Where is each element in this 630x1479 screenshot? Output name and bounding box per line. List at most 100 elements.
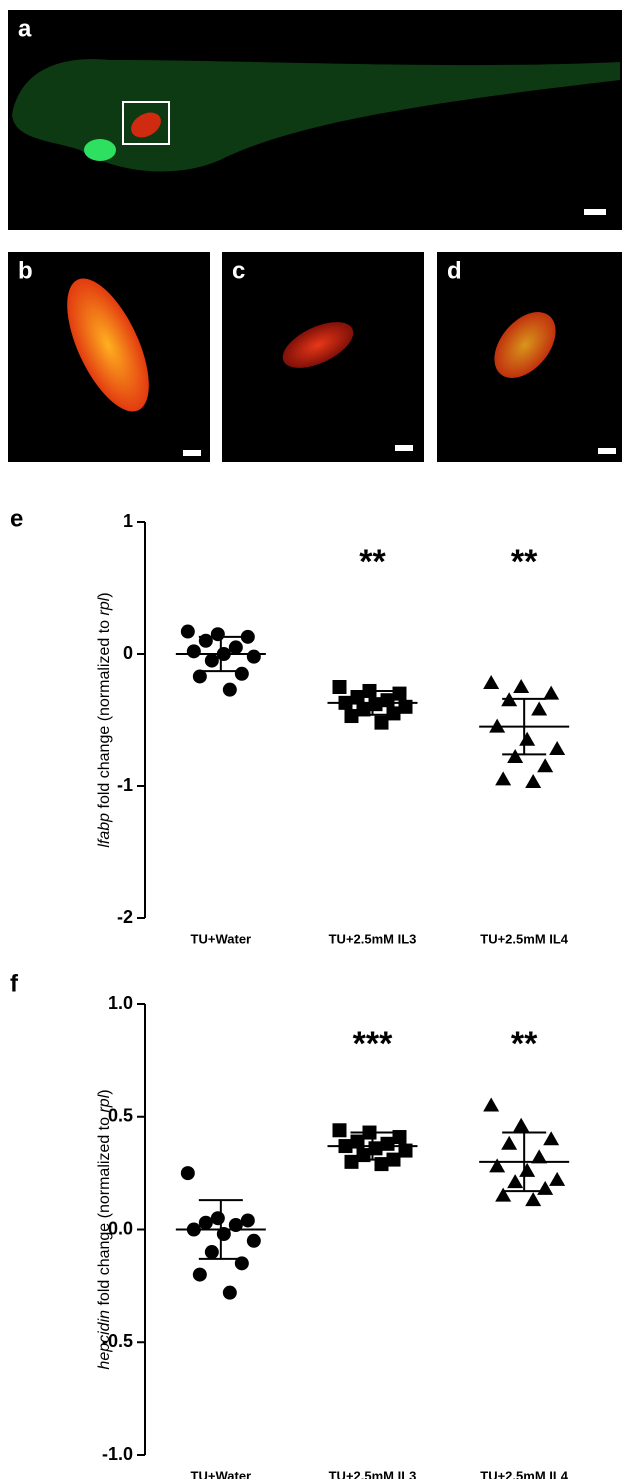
data-point <box>392 1130 407 1145</box>
zoom-box <box>122 101 170 145</box>
y-tick-label: 1.0 <box>108 993 133 1013</box>
y-axis-label-part: ) <box>96 1089 113 1094</box>
data-point <box>519 731 536 746</box>
x-tick-label: TU+Water <box>191 931 252 946</box>
data-point <box>228 640 243 655</box>
data-point <box>240 629 255 644</box>
y-tick-label: 1 <box>123 511 133 531</box>
y-tick-label: 0.0 <box>108 1218 133 1238</box>
data-point <box>537 758 554 773</box>
significance: ** <box>511 543 538 581</box>
y-tick-label: -1.0 <box>102 1444 133 1464</box>
panel-label: f <box>10 970 19 997</box>
data-point <box>210 1211 225 1226</box>
scale-bar <box>598 448 616 454</box>
data-point <box>228 1217 243 1232</box>
panel-c: c <box>222 252 424 462</box>
x-tick-label: TU+2.5mM IL3 <box>329 1468 417 1479</box>
scale-bar <box>584 209 606 215</box>
data-point <box>513 679 530 693</box>
data-point <box>344 1154 359 1169</box>
y-tick-label: 0 <box>123 643 133 663</box>
data-point <box>525 1192 542 1207</box>
panel-label: a <box>18 15 32 42</box>
data-point <box>380 693 395 708</box>
panel-a: a <box>8 10 622 230</box>
data-point <box>543 1131 560 1146</box>
data-point <box>210 627 225 642</box>
data-point <box>519 1162 536 1177</box>
data-point <box>374 715 389 730</box>
data-point <box>356 702 371 717</box>
data-point <box>198 1215 213 1230</box>
scale-bar <box>395 445 413 451</box>
data-point <box>483 675 500 690</box>
y-axis-label-part: fold change (normalized to <box>96 1113 113 1310</box>
data-point <box>374 1157 389 1172</box>
liver <box>282 322 354 368</box>
data-point <box>380 1136 395 1151</box>
y-axis-label-part: rpl <box>96 597 113 615</box>
significance: ** <box>359 543 386 581</box>
panel-b: b <box>8 252 210 462</box>
x-tick-label: TU+2.5mM IL4 <box>480 1468 569 1479</box>
data-point <box>507 1174 524 1189</box>
data-point <box>180 624 195 639</box>
data-point <box>531 701 548 716</box>
liver <box>131 112 161 138</box>
data-point <box>246 649 261 664</box>
data-point <box>344 709 359 724</box>
y-tick-label: -2 <box>117 907 133 927</box>
data-point <box>386 706 401 721</box>
data-point <box>537 1180 554 1195</box>
data-point <box>531 1149 548 1164</box>
y-tick-label: -1 <box>117 775 133 795</box>
chart: f -1.0 -0.5 0.0 0.5 1.0 hepcidin fold change (… <box>10 970 570 1479</box>
panel-label: d <box>447 257 462 284</box>
data-point <box>392 686 407 701</box>
data-point <box>543 685 560 700</box>
data-point <box>489 1158 506 1173</box>
panel-label: c <box>232 257 245 284</box>
y-axis-label: hepcidin fold change (normalized to rpl) <box>96 1089 113 1369</box>
liver <box>494 312 556 378</box>
y-axis-label-part: lfabp <box>96 813 113 848</box>
data-point <box>332 1123 347 1138</box>
data-point <box>495 771 512 786</box>
x-tick-label: TU+2.5mM IL4 <box>480 931 569 946</box>
y-axis-label-part: ) <box>96 592 113 597</box>
y-tick-label: -0.5 <box>102 1331 133 1351</box>
y-axis-label: lfabp fold change (normalized to rpl) <box>96 592 113 847</box>
y-axis-label-part: hepcidin <box>96 1310 113 1370</box>
yolk <box>84 139 116 161</box>
data-point <box>222 682 237 697</box>
data-point <box>192 669 207 684</box>
data-point <box>180 1166 195 1181</box>
significance: ** <box>511 1025 538 1063</box>
data-point <box>495 1187 512 1202</box>
scale-bar <box>183 450 201 456</box>
liver <box>67 278 149 412</box>
data-point <box>350 690 365 705</box>
significance: *** <box>353 1025 393 1063</box>
data-point <box>549 1171 566 1186</box>
y-axis-label-part: rpl <box>96 1094 113 1112</box>
data-point <box>332 680 347 694</box>
panel-label: e <box>10 505 23 532</box>
data-point <box>246 1233 261 1248</box>
data-point <box>398 1143 413 1158</box>
data-point <box>350 1134 365 1149</box>
x-tick-label: TU+2.5mM IL3 <box>329 931 417 946</box>
data-point <box>525 774 542 789</box>
data-point <box>234 666 249 681</box>
data-point <box>501 1135 518 1150</box>
data-point <box>368 697 383 712</box>
data-point <box>222 1285 237 1300</box>
data-point <box>204 1245 219 1260</box>
data-point <box>507 748 524 763</box>
data-point <box>204 653 219 668</box>
panel-d: d <box>437 252 622 462</box>
data-point <box>483 1097 500 1112</box>
data-point <box>549 741 566 756</box>
